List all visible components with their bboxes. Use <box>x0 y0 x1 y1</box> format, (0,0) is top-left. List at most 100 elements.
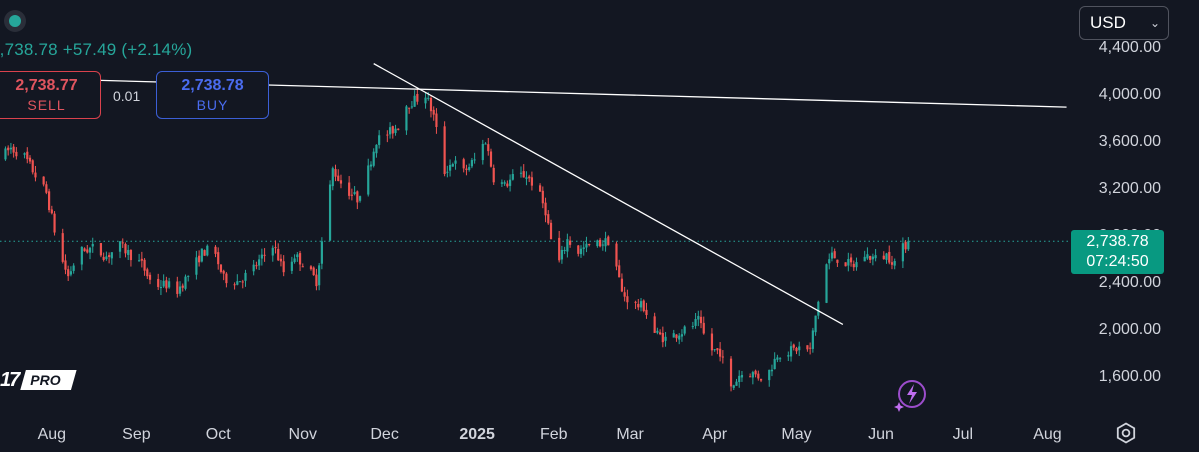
buy-button[interactable]: 2,738.78 BUY <box>156 71 269 119</box>
candle-body <box>825 264 828 303</box>
candle-body <box>759 378 763 381</box>
candle-body <box>353 192 356 195</box>
candle-body <box>203 250 206 256</box>
candle-body <box>298 253 302 265</box>
candle-body <box>315 274 318 287</box>
candle-body <box>206 245 209 256</box>
candle-body <box>549 222 553 240</box>
candle-body <box>811 330 814 349</box>
candle-body <box>127 249 130 255</box>
candle-body <box>642 300 645 312</box>
price-change-readout: 2,738.78 +57.49 (+2.14%) <box>0 40 192 60</box>
y-tick-label: 2,000.00 <box>1099 321 1161 338</box>
last-price-tag: 2,738.78 07:24:50 <box>1071 230 1164 274</box>
lightning-icon[interactable] <box>893 378 927 412</box>
candle-body <box>511 174 514 180</box>
candle-body <box>500 182 504 184</box>
candle-body <box>432 109 435 115</box>
candle-body <box>470 160 473 167</box>
candle-body <box>506 183 509 187</box>
candle-body <box>372 151 375 166</box>
candle-body <box>405 106 408 131</box>
sell-button[interactable]: 2,738.77 SELL <box>0 71 101 119</box>
candle-body <box>42 176 45 185</box>
candle-body <box>869 255 872 260</box>
candle-body <box>620 278 624 292</box>
candle-body <box>607 236 610 246</box>
candle-body <box>282 261 285 273</box>
candle-body <box>579 248 583 255</box>
currency-select[interactable]: USD ⌄ <box>1079 6 1169 40</box>
candle-body <box>408 107 411 109</box>
candle-body <box>710 333 714 351</box>
candle-body <box>694 318 697 326</box>
candle-body <box>773 358 776 370</box>
candle-body <box>680 334 684 337</box>
candle-body <box>836 259 839 263</box>
gear-icon[interactable] <box>1114 421 1138 445</box>
candle-body <box>522 171 525 178</box>
candle-body <box>214 246 217 254</box>
candle-body <box>588 244 591 246</box>
candle-body <box>140 258 143 261</box>
candle-body <box>721 356 724 358</box>
candle-body <box>91 243 94 247</box>
candle-body <box>634 301 637 303</box>
candle-body <box>738 375 741 383</box>
candle-body <box>481 143 484 161</box>
candle-body <box>108 255 111 258</box>
x-tick-label: Aug <box>1033 426 1061 443</box>
candle-body <box>798 346 801 351</box>
candle-body <box>508 179 512 186</box>
candle-body <box>222 270 225 274</box>
candle-body <box>7 147 10 151</box>
price-tag-price: 2,738.78 <box>1086 233 1149 250</box>
candle-body <box>388 127 392 135</box>
candle-body <box>659 332 662 335</box>
y-tick-label: 4,400.00 <box>1099 39 1161 56</box>
chevron-down-icon: ⌄ <box>1149 16 1160 30</box>
candle-body <box>386 134 389 136</box>
candle-body <box>410 106 413 108</box>
candle-body <box>236 281 239 285</box>
candle-body <box>503 182 506 184</box>
candle-body <box>61 233 64 262</box>
candle-body <box>538 185 542 192</box>
candle-body <box>828 259 831 264</box>
candle-body <box>279 258 283 262</box>
candle-body <box>15 151 18 157</box>
candle-body <box>451 163 454 167</box>
candle-body <box>484 143 487 145</box>
candle-body <box>86 249 89 253</box>
candle-body <box>585 243 588 248</box>
candle-body <box>489 151 493 167</box>
candle-body <box>69 271 73 275</box>
y-tick-label: 3,200.00 <box>1099 180 1161 197</box>
candle-body <box>787 355 790 357</box>
candle-body <box>290 261 293 271</box>
x-tick-label: Oct <box>206 426 231 443</box>
candle-body <box>615 243 618 267</box>
x-tick-label: Sep <box>122 426 151 443</box>
candle-body <box>53 213 56 233</box>
candle-body <box>740 375 744 378</box>
candle-body <box>176 281 179 294</box>
candle-body <box>241 281 244 283</box>
candle-body <box>312 267 315 276</box>
candle-body <box>328 184 332 241</box>
candle-body <box>252 264 255 272</box>
candle-body <box>563 249 566 251</box>
candle-body <box>277 248 280 261</box>
candle-body <box>72 265 75 271</box>
candle-body <box>757 373 760 379</box>
candle-body <box>661 333 664 343</box>
candle-body <box>678 335 681 340</box>
candle-body <box>337 175 340 181</box>
candle-body <box>844 262 847 267</box>
candle-body <box>599 239 602 247</box>
price-tag-countdown: 07:24:50 <box>1086 253 1149 270</box>
candle-body <box>424 97 427 104</box>
candle-body <box>198 255 201 263</box>
candle-body <box>893 260 896 266</box>
